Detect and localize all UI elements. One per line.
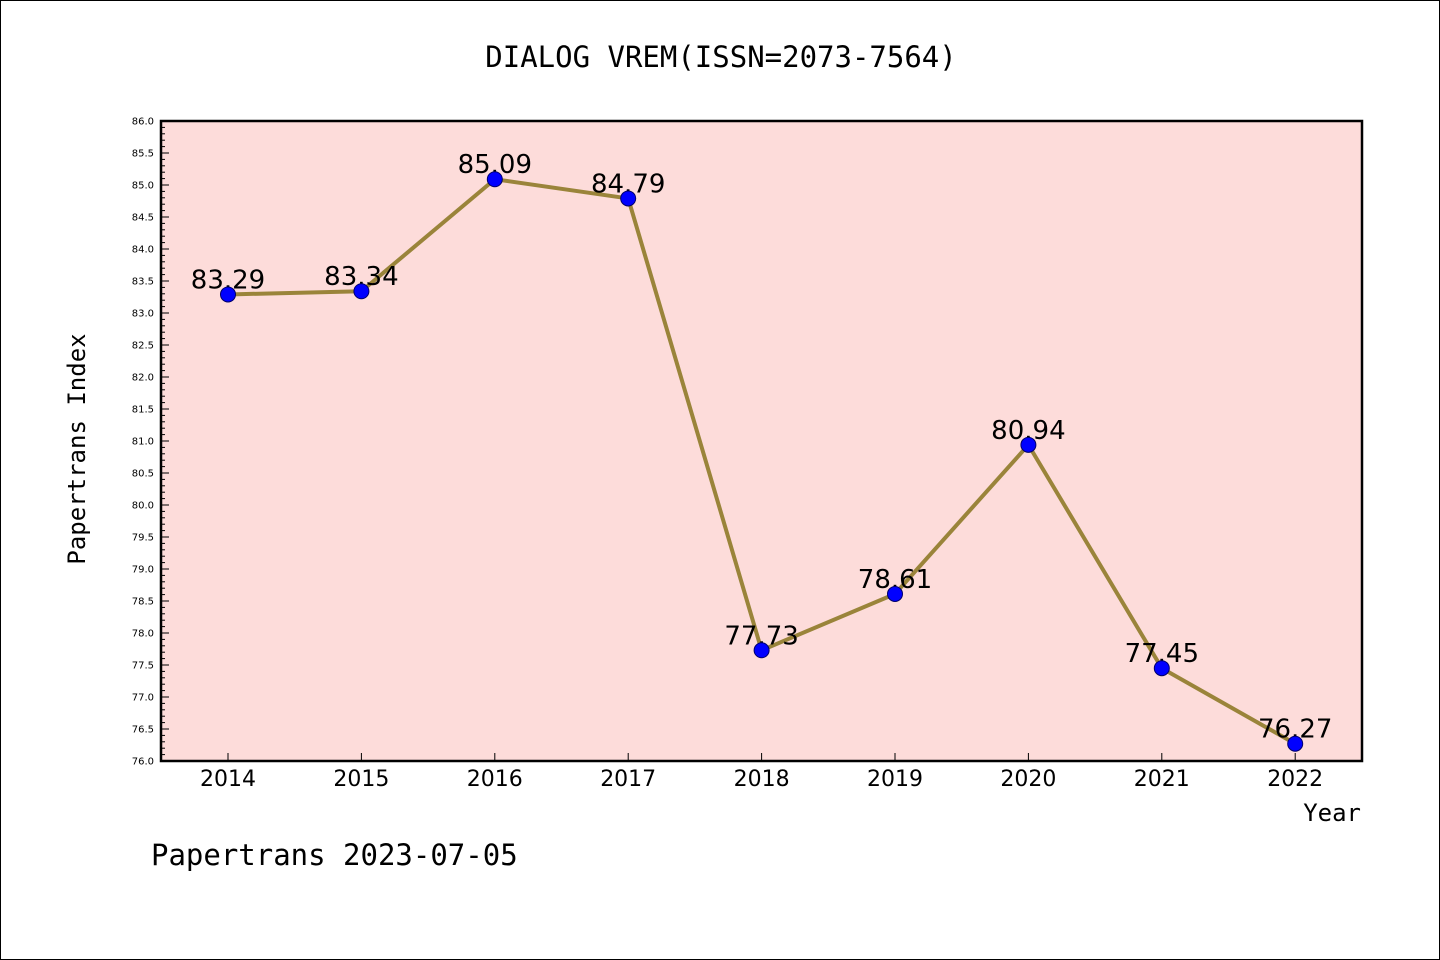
footer-date-text: Papertrans 2023-07-05 xyxy=(151,838,518,872)
data-point-marker xyxy=(887,585,903,602)
y-tick-label: 80.5 xyxy=(132,469,154,480)
y-tick-label: 81.5 xyxy=(132,405,154,416)
y-tick-label: 85.5 xyxy=(132,149,154,160)
x-tick-label: 2020 xyxy=(1000,767,1056,792)
x-tick-label: 2019 xyxy=(867,767,923,792)
y-tick-label: 83.5 xyxy=(132,277,154,288)
x-tick-label: 2015 xyxy=(333,767,389,792)
y-tick-label: 77.5 xyxy=(132,661,154,672)
y-tick-label: 83.0 xyxy=(132,309,154,320)
x-tick-label: 2016 xyxy=(467,767,523,792)
y-tick-label: 78.5 xyxy=(132,597,154,608)
data-point-marker xyxy=(753,642,770,659)
y-tick-label: 79.0 xyxy=(132,565,154,576)
y-axis-title: Papertrans Index xyxy=(63,333,91,564)
x-tick-label: 2018 xyxy=(734,767,790,792)
data-point-marker xyxy=(1020,436,1037,453)
x-tick-label: 2021 xyxy=(1134,767,1190,792)
y-tick-label: 81.0 xyxy=(132,437,154,448)
y-tick-label: 84.5 xyxy=(132,213,154,224)
x-axis-ticks: 2014 2015 2016 2017 2018 2019 2020 2021 2022 xyxy=(200,753,1323,792)
y-tick-label: 80.0 xyxy=(132,501,154,512)
data-point-marker xyxy=(220,286,236,303)
y-tick-label: 78.0 xyxy=(132,629,154,640)
y-tick-label: 82.0 xyxy=(132,373,154,384)
data-point-marker xyxy=(620,190,637,207)
x-tick-label: 2022 xyxy=(1267,767,1323,792)
series-group: 83.29 83.3485.0984.7977.7378.6180.9477.45… xyxy=(191,150,1332,752)
chart-title: DIALOG VREM(ISSN=2073-7564) xyxy=(485,40,956,74)
y-tick-label: 84.0 xyxy=(132,245,154,256)
data-point-marker xyxy=(353,283,370,300)
plot-frame xyxy=(159,119,1364,763)
y-tick-label: 76.0 xyxy=(132,757,154,768)
data-point-marker xyxy=(486,171,503,188)
data-point-marker xyxy=(1153,660,1170,677)
y-tick-label: 79.5 xyxy=(132,533,154,544)
y-tick-label: 86.0 xyxy=(132,117,154,128)
y-tick-label: 76.5 xyxy=(132,725,154,736)
data-point-marker xyxy=(1287,735,1304,752)
x-axis-title: Year xyxy=(1303,799,1361,827)
x-tick-label: 2017 xyxy=(600,767,656,792)
y-tick-label: 82.5 xyxy=(132,341,154,352)
y-tick-label: 85.0 xyxy=(132,181,154,192)
x-tick-label: 2014 xyxy=(200,767,256,792)
y-tick-label: 77.0 xyxy=(132,693,154,704)
y-axis-ticks: 76.0 76.5 77.0 77.5 78.0 78.5 79.0 79.5 80.0 80.5… xyxy=(132,117,169,768)
